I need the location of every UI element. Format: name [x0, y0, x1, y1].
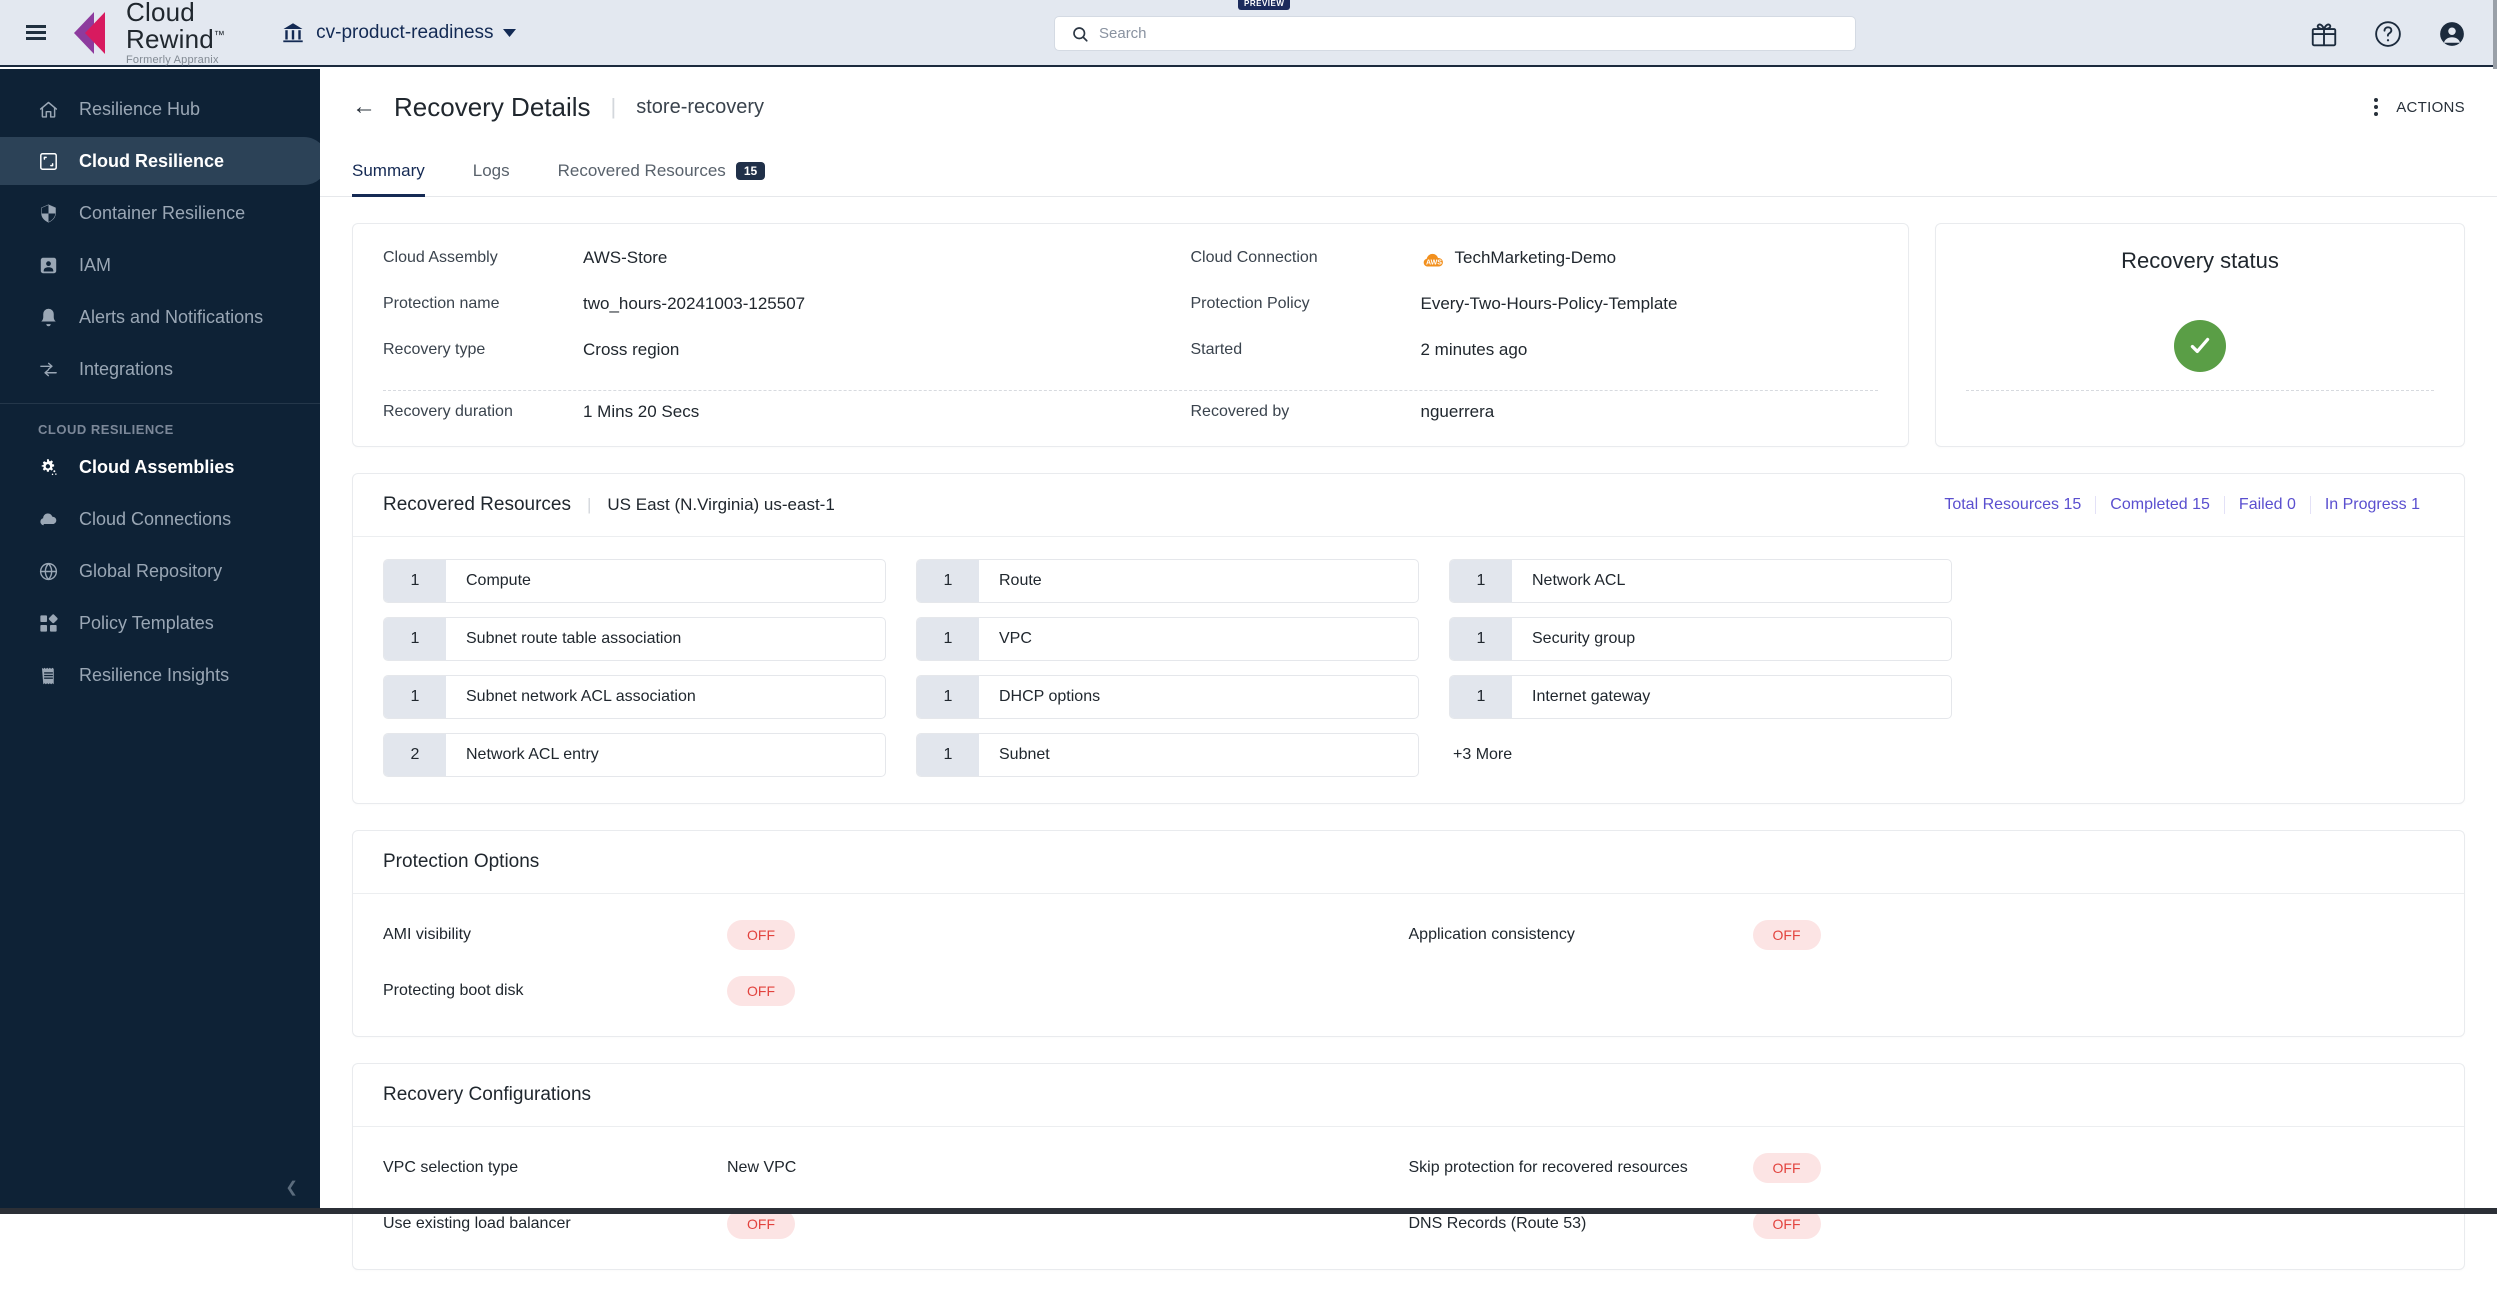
svg-text:AWS: AWS: [1426, 259, 1442, 266]
